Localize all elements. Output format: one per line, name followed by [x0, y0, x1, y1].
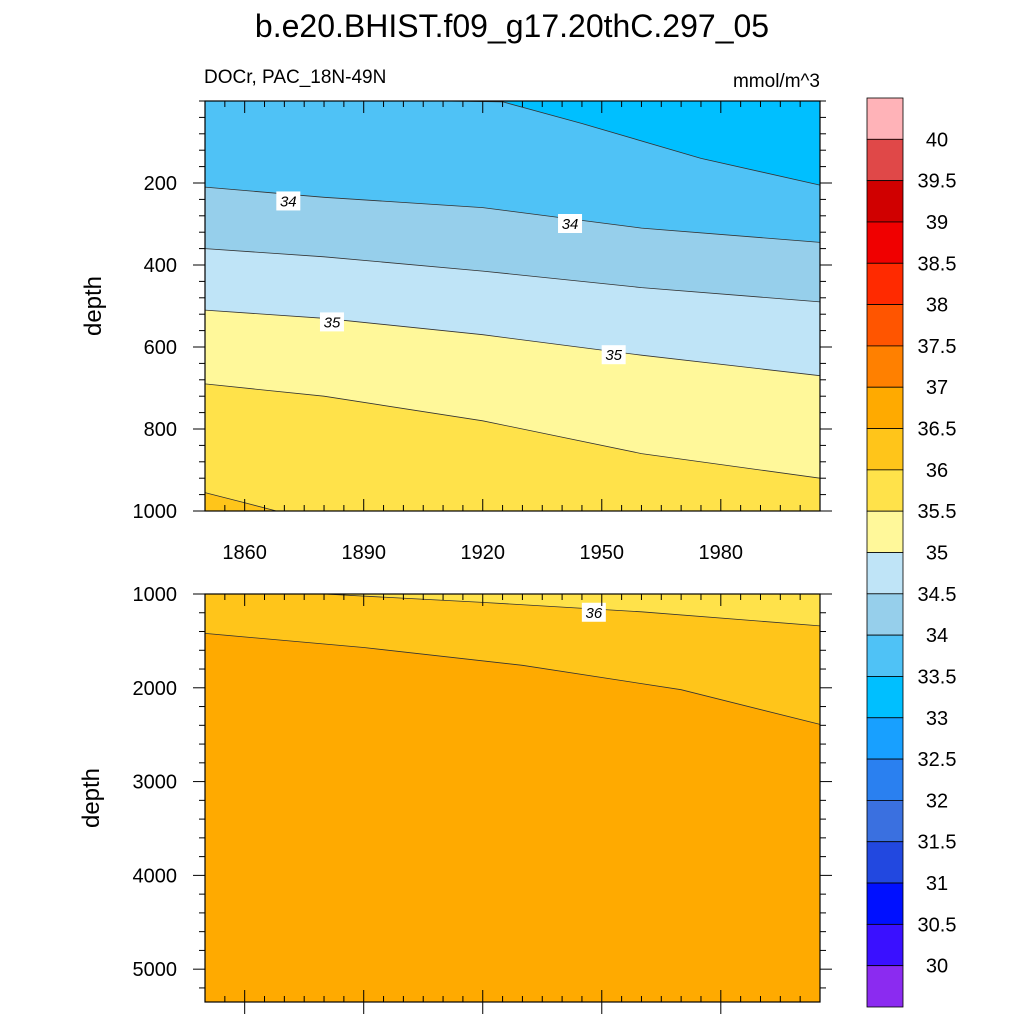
x-tick-label: 1890 — [341, 542, 386, 564]
contour-label: 34 — [280, 193, 297, 210]
colorbar-swatch — [866, 552, 904, 595]
colorbar-swatch — [866, 304, 904, 347]
colorbar-swatch — [866, 97, 904, 140]
colorbar-swatch — [866, 841, 904, 884]
chart-title: b.e20.BHIST.f09_g17.20thC.297_05 — [255, 8, 769, 44]
y-tick-label: 400 — [144, 255, 177, 277]
colorbar-label: 39.5 — [918, 171, 957, 193]
colorbar-swatch — [866, 510, 904, 553]
lower-y-axis-label: depth — [78, 768, 105, 828]
colorbar-label: 32.5 — [918, 749, 957, 771]
contour-label-box — [319, 312, 344, 332]
colorbar-swatch — [866, 138, 904, 182]
colorbar-label: 31.5 — [918, 832, 957, 854]
contour-label: 36 — [585, 605, 602, 622]
y-tick-label: 800 — [144, 419, 177, 441]
colorbar-swatch — [866, 965, 904, 1008]
colorbar-swatch — [866, 882, 904, 925]
contour-line-35 — [204, 309, 821, 377]
colorbar-label: 30 — [926, 956, 948, 978]
colorbar-label: 36.5 — [918, 419, 957, 441]
y-tick-label: 2000 — [133, 678, 178, 700]
contour-label: 34 — [562, 216, 579, 233]
y-tick-label: 200 — [144, 173, 177, 195]
left-subtitle: DOCr, PAC_18N-49N — [204, 67, 386, 88]
colorbar-label: 36 — [926, 460, 948, 482]
colorbar-label: 38.5 — [918, 253, 957, 275]
y-tick-label: 3000 — [133, 772, 178, 794]
colorbar-label: 32 — [926, 790, 948, 812]
colorbar-swatch — [866, 593, 904, 636]
x-tick-label: 1980 — [699, 542, 744, 564]
colorbar-label: 39 — [926, 212, 948, 234]
colorbar: 40 39.5 39 38.5 38 37.5 37 36.5 36 35.5 35 34.5 34 33… — [866, 97, 957, 1008]
colorbar-swatch — [866, 262, 904, 305]
contour-label-box — [581, 602, 606, 622]
colorbar-swatch — [866, 676, 904, 719]
units-subtitle: mmol/m^3 — [733, 71, 820, 92]
colorbar-swatch — [866, 221, 904, 264]
colorbar-swatch — [866, 634, 904, 677]
plot-frame — [204, 593, 821, 1003]
contour-line-35.5 — [204, 383, 821, 479]
contour-label-box — [558, 214, 583, 233]
colorbar-swatch — [866, 345, 904, 388]
x-tick-label: 1860 — [222, 542, 267, 564]
colorbar-label: 31 — [926, 873, 948, 895]
contour-label: 35 — [324, 314, 341, 331]
band-36 — [205, 594, 820, 725]
colorbar-swatch — [866, 428, 904, 471]
colorbar-swatch — [866, 758, 904, 801]
colorbar-label: 35 — [926, 543, 948, 565]
contour-label-box — [276, 191, 301, 211]
upper-y-axis-label: depth — [80, 276, 107, 336]
colorbar-swatch — [866, 800, 904, 843]
x-tick-label: 1920 — [460, 542, 505, 564]
y-tick-label: 5000 — [133, 959, 178, 981]
x-tick-label: 1950 — [580, 542, 625, 564]
colorbar-label: 33 — [926, 708, 948, 730]
contour-label: 35 — [605, 347, 622, 364]
colorbar-label: 40 — [926, 129, 948, 151]
y-tick-label: 1000 — [133, 584, 178, 606]
contour-line-34.5 — [204, 248, 821, 303]
lower-panel: 36 1000 2000 3000 4000 5000 — [133, 584, 832, 1014]
colorbar-swatch — [866, 180, 904, 223]
colorbar-label: 34.5 — [918, 584, 957, 606]
contour-label-box — [601, 345, 626, 365]
colorbar-swatch — [866, 386, 904, 429]
colorbar-label: 37 — [926, 377, 948, 399]
colorbar-label: 33.5 — [918, 666, 957, 688]
y-tick-label: 600 — [144, 337, 177, 359]
band-35.5 — [205, 594, 820, 626]
colorbar-label: 38 — [926, 295, 948, 317]
upper-panel: 34 34 35 35 1860 1890 1920 1950 1980 200 400 600 800… — [133, 100, 832, 564]
band-33 — [205, 101, 820, 186]
y-tick-label: 1000 — [133, 501, 178, 523]
colorbar-swatch — [866, 717, 904, 760]
colorbar-label: 37.5 — [918, 336, 957, 358]
colorbar-swatch — [866, 923, 904, 967]
y-tick-label: 4000 — [133, 865, 178, 887]
colorbar-label: 34 — [926, 625, 948, 647]
colorbar-swatch — [866, 469, 904, 512]
colorbar-label: 35.5 — [918, 501, 957, 523]
plot-frame — [204, 100, 821, 512]
contour-line-36.5 — [204, 633, 821, 725]
colorbar-label: 30.5 — [918, 914, 957, 936]
